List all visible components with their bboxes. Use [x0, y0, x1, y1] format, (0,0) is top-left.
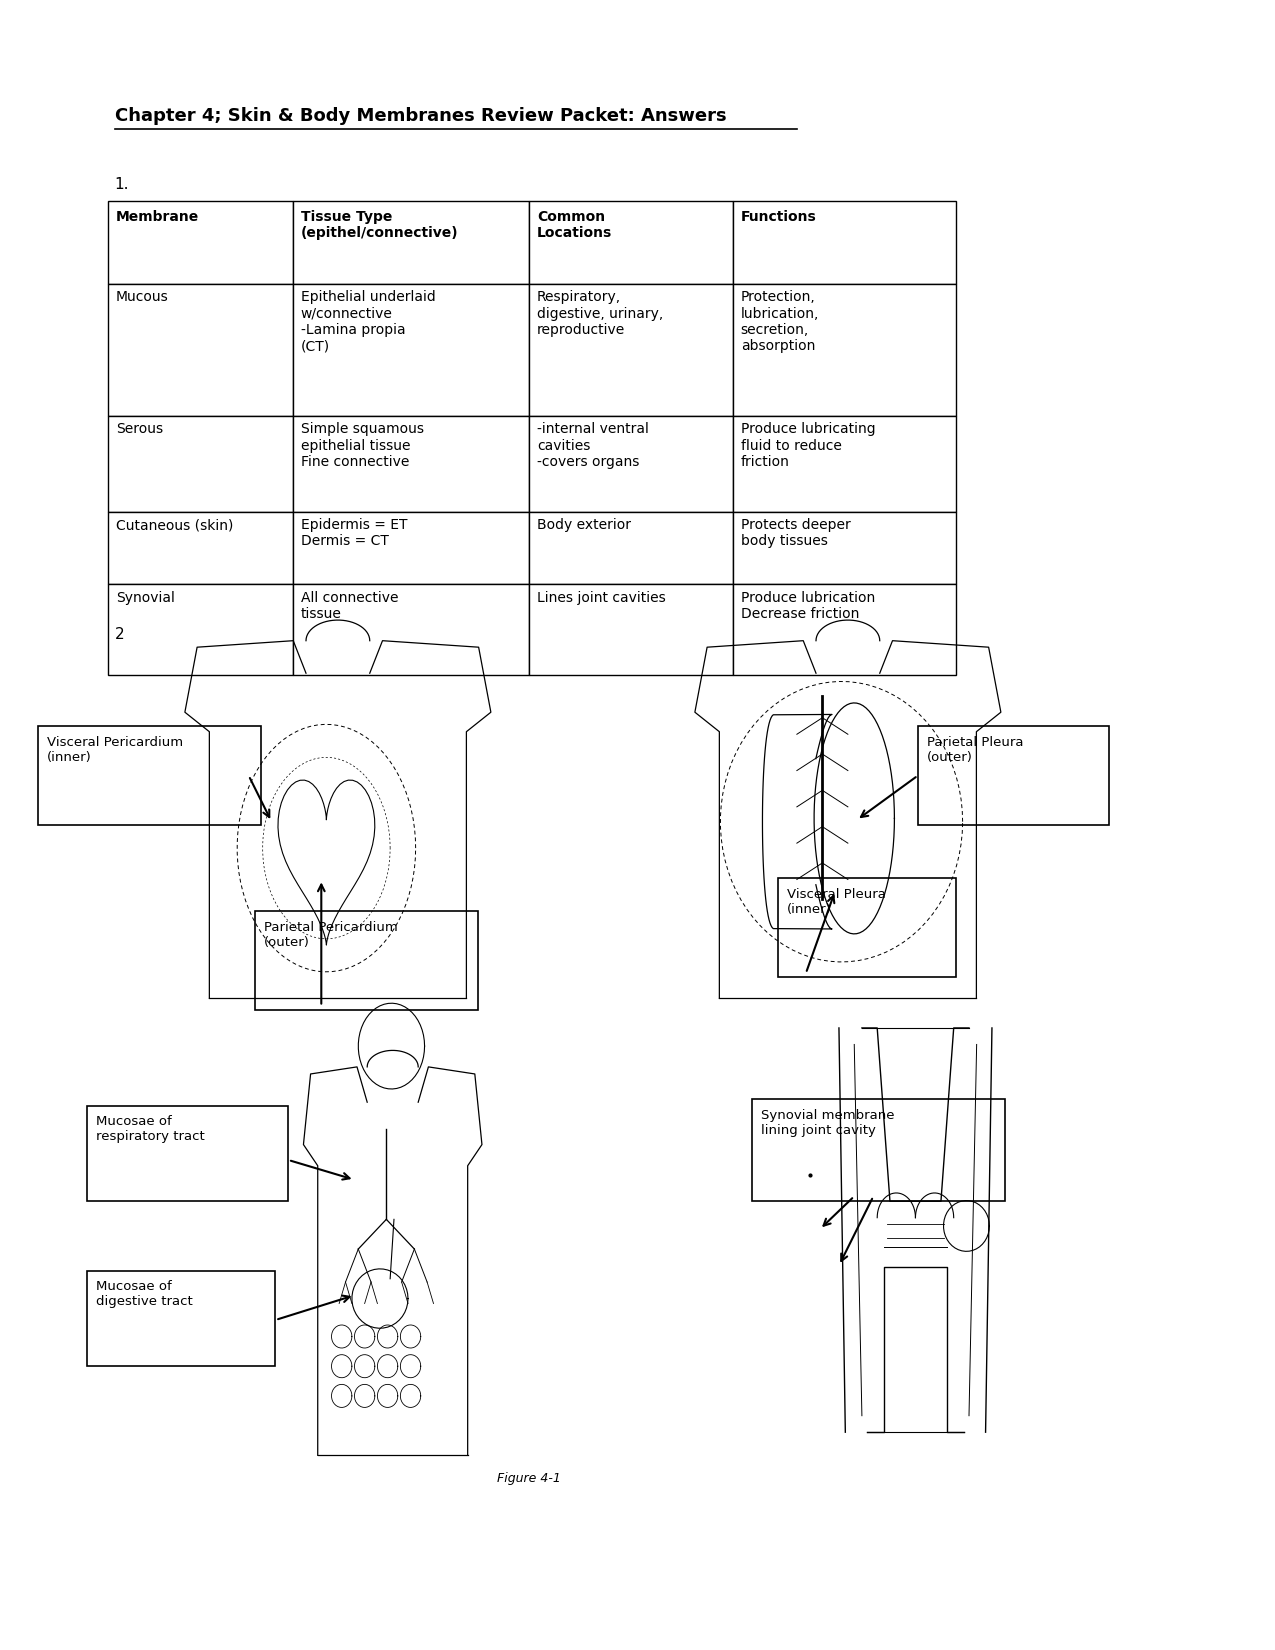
- Text: Membrane: Membrane: [116, 210, 199, 223]
- Bar: [733, 284, 956, 416]
- Text: Common
Locations: Common Locations: [537, 210, 612, 239]
- Bar: [529, 512, 733, 584]
- Bar: [108, 284, 293, 416]
- Bar: [108, 584, 293, 675]
- FancyBboxPatch shape: [255, 911, 478, 1010]
- Text: Respiratory,
digestive, urinary,
reproductive: Respiratory, digestive, urinary, reprodu…: [537, 290, 663, 337]
- Text: Mucosae of
digestive tract: Mucosae of digestive tract: [96, 1280, 193, 1308]
- Bar: [529, 201, 733, 284]
- Text: Synovial membrane
lining joint cavity: Synovial membrane lining joint cavity: [761, 1109, 895, 1137]
- Text: Produce lubricating
fluid to reduce
friction: Produce lubricating fluid to reduce fric…: [741, 422, 876, 469]
- Text: Chapter 4; Skin & Body Membranes Review Packet: Answers: Chapter 4; Skin & Body Membranes Review …: [115, 107, 727, 125]
- Text: -internal ventral
cavities
-covers organs: -internal ventral cavities -covers organ…: [537, 422, 649, 469]
- Text: Produce lubrication
Decrease friction: Produce lubrication Decrease friction: [741, 591, 875, 620]
- Bar: [108, 416, 293, 512]
- Text: Tissue Type
(epithel/connective): Tissue Type (epithel/connective): [301, 210, 459, 239]
- Text: Protects deeper
body tissues: Protects deeper body tissues: [741, 518, 850, 548]
- Bar: [293, 416, 529, 512]
- Bar: [529, 416, 733, 512]
- Bar: [529, 284, 733, 416]
- Text: Visceral Pleura
(inner): Visceral Pleura (inner): [787, 888, 886, 916]
- Bar: [529, 584, 733, 675]
- FancyBboxPatch shape: [87, 1106, 288, 1201]
- FancyBboxPatch shape: [752, 1099, 1005, 1201]
- FancyBboxPatch shape: [38, 726, 261, 825]
- Text: Synovial: Synovial: [116, 591, 175, 604]
- Text: 2: 2: [115, 627, 125, 642]
- Text: Mucous: Mucous: [116, 290, 168, 304]
- Text: Parietal Pleura
(outer): Parietal Pleura (outer): [927, 736, 1024, 764]
- Text: 1.: 1.: [115, 177, 129, 191]
- Text: Protection,
lubrication,
secretion,
absorption: Protection, lubrication, secretion, abso…: [741, 290, 819, 353]
- FancyBboxPatch shape: [778, 878, 956, 977]
- Text: All connective
tissue: All connective tissue: [301, 591, 398, 620]
- Text: Epithelial underlaid
w/connective
-Lamina propia
(CT): Epithelial underlaid w/connective -Lamin…: [301, 290, 436, 353]
- Bar: [293, 512, 529, 584]
- Text: Serous: Serous: [116, 422, 163, 436]
- Bar: [108, 512, 293, 584]
- Text: Cutaneous (skin): Cutaneous (skin): [116, 518, 233, 531]
- FancyBboxPatch shape: [918, 726, 1109, 825]
- Text: Parietal Pericardium
(outer): Parietal Pericardium (outer): [264, 921, 398, 949]
- Text: Epidermis = ET
Dermis = CT: Epidermis = ET Dermis = CT: [301, 518, 408, 548]
- Bar: [293, 201, 529, 284]
- Bar: [733, 416, 956, 512]
- Text: Lines joint cavities: Lines joint cavities: [537, 591, 666, 604]
- Text: Mucosae of
respiratory tract: Mucosae of respiratory tract: [96, 1115, 204, 1143]
- Text: Body exterior: Body exterior: [537, 518, 631, 531]
- Text: Figure 4-1: Figure 4-1: [497, 1472, 561, 1485]
- Text: Visceral Pericardium
(inner): Visceral Pericardium (inner): [47, 736, 184, 764]
- Text: Simple squamous
epithelial tissue
Fine connective: Simple squamous epithelial tissue Fine c…: [301, 422, 423, 469]
- Bar: [733, 512, 956, 584]
- Bar: [293, 584, 529, 675]
- Bar: [293, 284, 529, 416]
- Bar: [733, 584, 956, 675]
- Text: Functions: Functions: [741, 210, 816, 223]
- Bar: [733, 201, 956, 284]
- FancyBboxPatch shape: [87, 1270, 275, 1366]
- Bar: [108, 201, 293, 284]
